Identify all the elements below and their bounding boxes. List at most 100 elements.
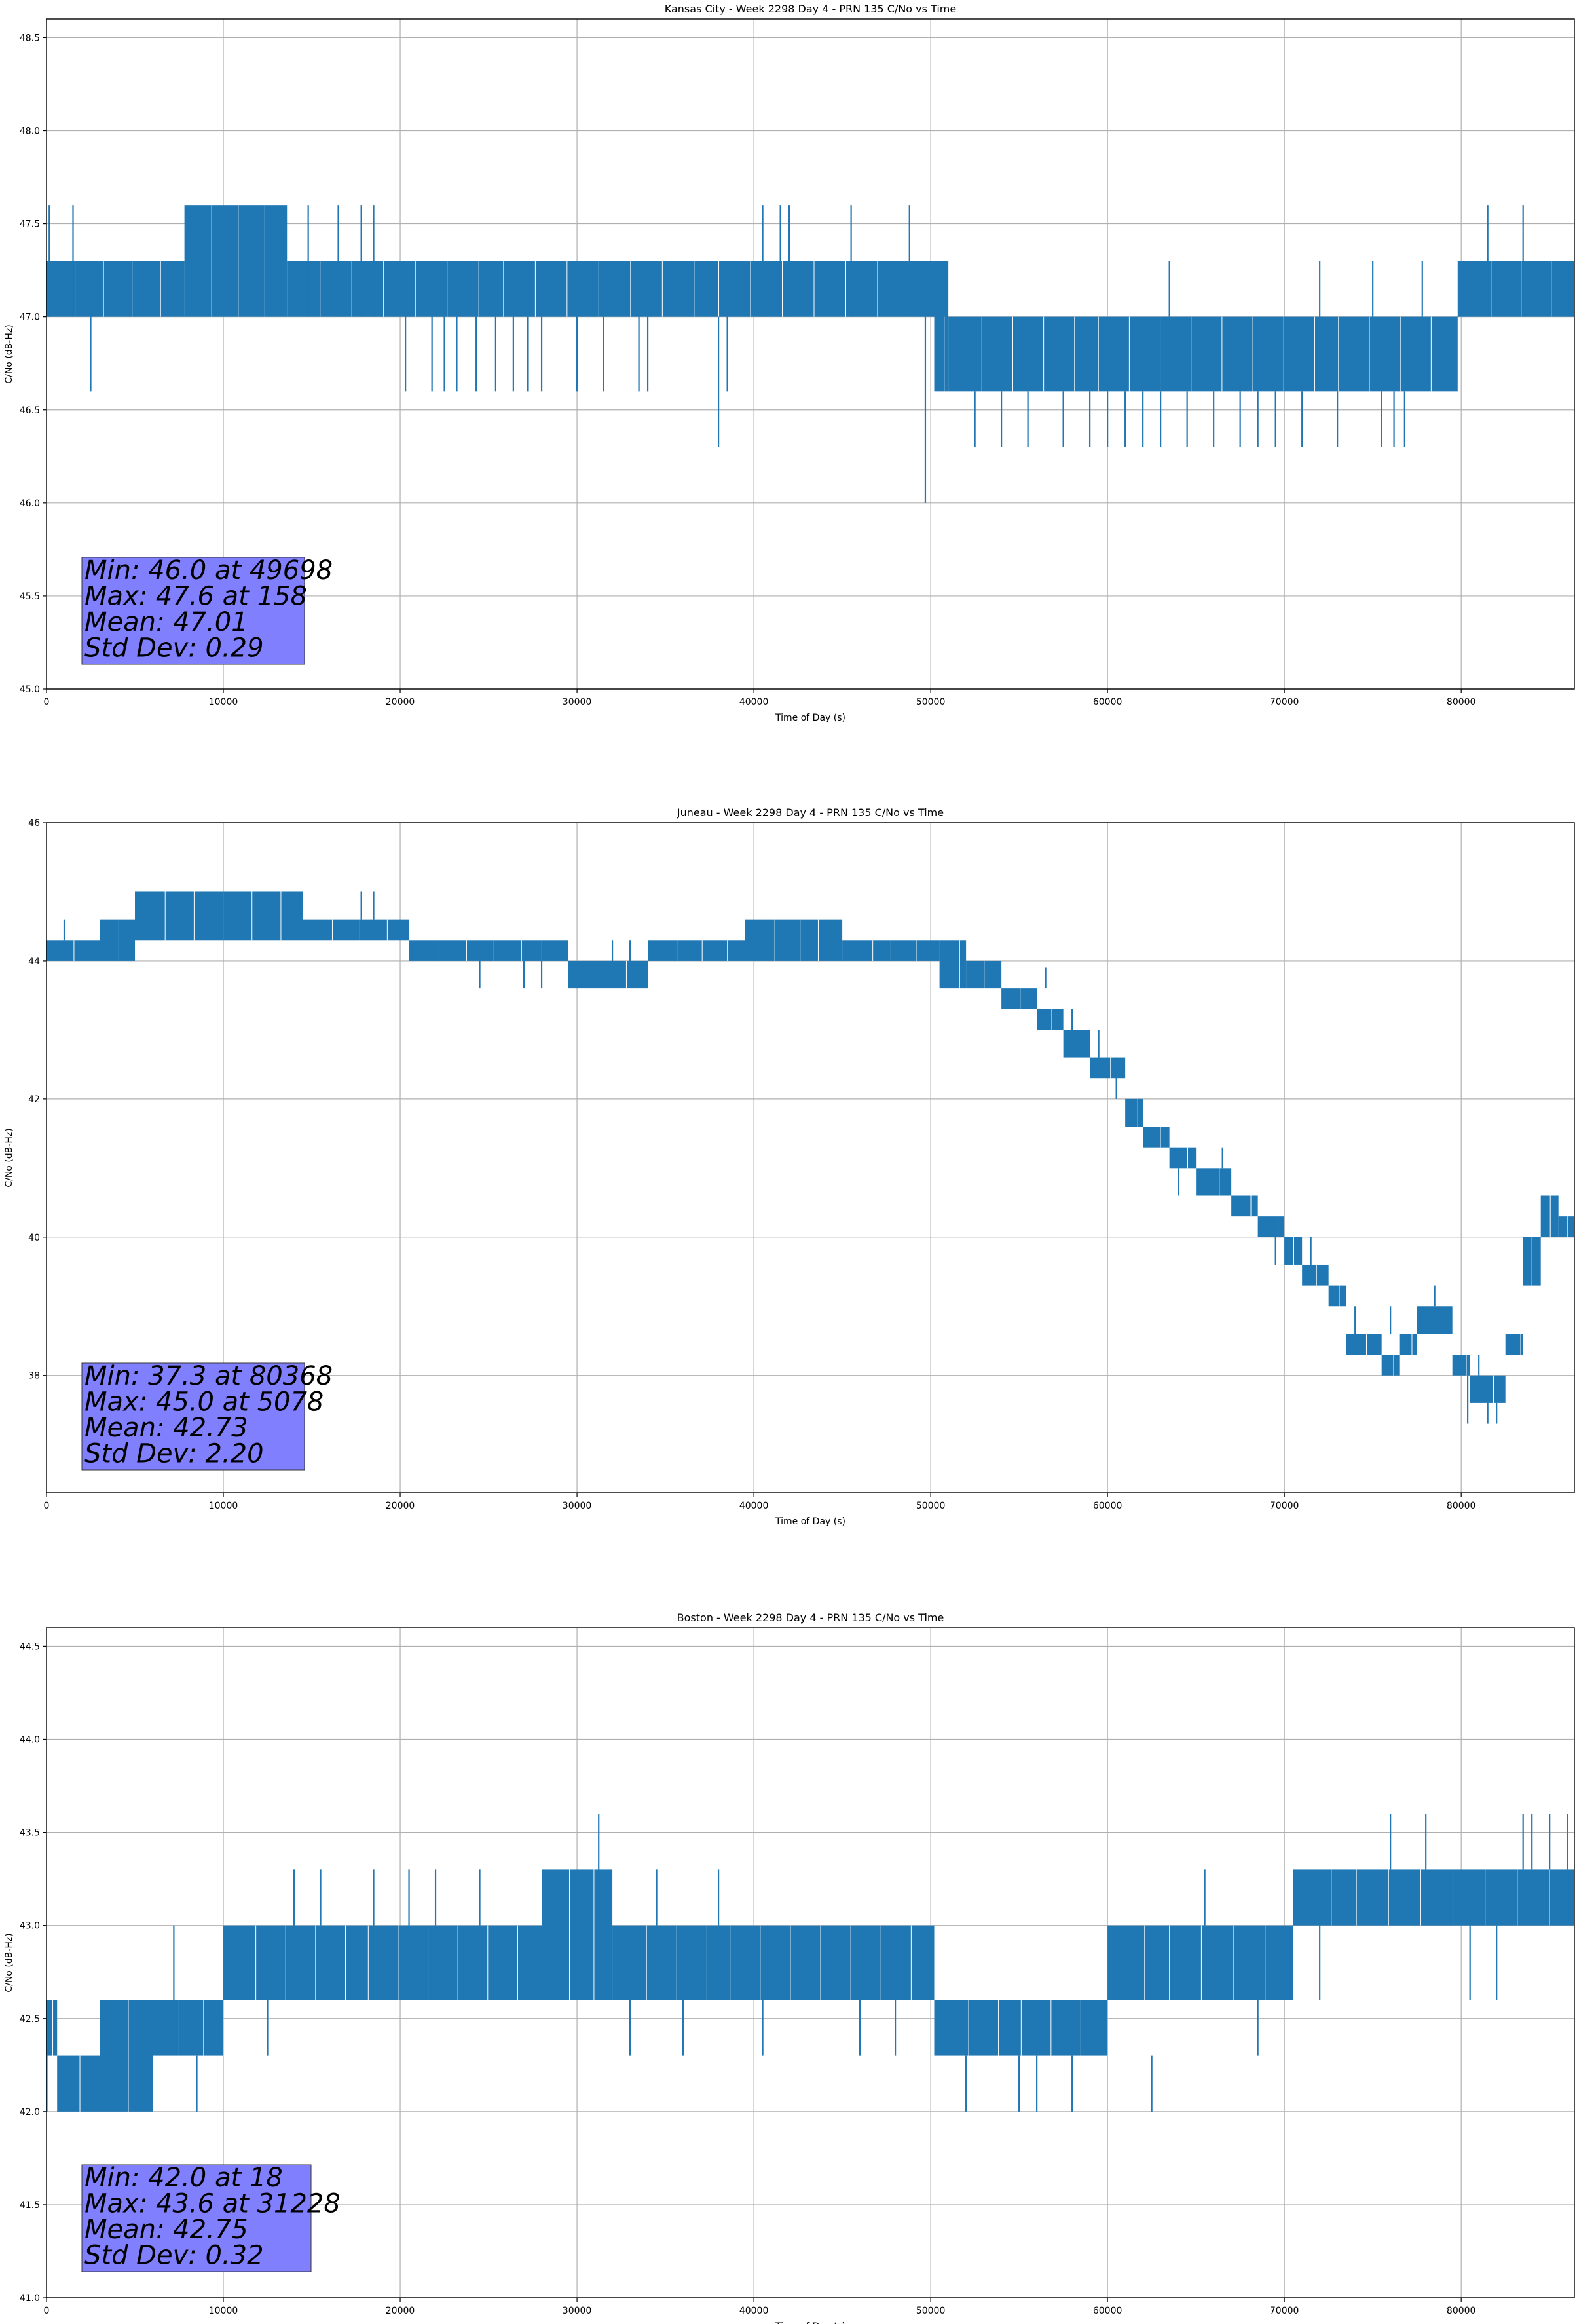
data-band [1143,1127,1170,1148]
data-band [1540,1195,1559,1237]
x-tick-label: 20000 [386,1501,415,1511]
y-tick-label: 45.0 [20,684,40,695]
y-tick-label: 47.5 [20,219,40,230]
x-tick-label: 70000 [1270,1501,1299,1511]
data-band [1169,1147,1197,1169]
chart-title: Kansas City - Week 2298 Day 4 - PRN 135 … [665,3,956,15]
subplot-1: Juneau - Week 2298 Day 4 - PRN 135 C/No … [4,806,1575,1527]
data-band [46,261,185,317]
x-axis-label: Time of Day (s) [775,713,845,723]
data-band [1107,1925,1293,2000]
data-band [135,891,303,941]
y-tick-label: 44 [28,956,40,967]
data-band [966,960,1002,989]
stats-line: Max: 43.6 at 31228 [84,2189,341,2219]
x-tick-label: 40000 [739,697,769,707]
data-band [223,1925,542,2000]
chart-title: Boston - Week 2298 Day 4 - PRN 135 C/No … [677,1611,944,1624]
stats-line: Std Dev: 0.29 [84,633,264,664]
data-band [1001,988,1037,1009]
x-tick-label: 50000 [916,1501,946,1511]
x-tick-label: 60000 [1093,2306,1122,2316]
data-band [1452,1355,1470,1376]
y-tick-label: 46.0 [20,498,40,509]
data-band [1257,1216,1285,1237]
data-band [100,2000,153,2112]
data-band [939,940,967,989]
x-tick-label: 10000 [209,697,238,707]
x-axis-label: Time of Day (s) [775,2321,845,2324]
data-series [46,891,1574,1424]
y-tick-label: 48.5 [20,33,40,43]
y-tick-label: 42.5 [20,2014,40,2025]
stats-line: Max: 47.6 at 158 [84,582,307,612]
data-band [1457,261,1574,317]
axes-frame [46,822,1575,1493]
data-band [409,940,568,961]
x-tick-label: 80000 [1447,1501,1476,1511]
y-tick-label: 43.0 [20,1921,40,1932]
y-tick-label: 42 [28,1095,40,1105]
y-tick-label: 41.5 [20,2200,40,2211]
y-tick-label: 44.5 [20,1641,40,1652]
x-tick-label: 60000 [1093,697,1122,707]
data-band [1346,1334,1382,1355]
stats-box [81,557,305,665]
x-tick-label: 80000 [1447,697,1476,707]
data-band [184,205,288,317]
data-band [1381,1355,1400,1376]
x-tick-label: 0 [44,1501,50,1511]
x-tick-label: 10000 [209,1501,238,1511]
y-tick-label: 38 [28,1371,40,1381]
stats-line: Min: 42.0 at 18 [84,2163,283,2193]
x-tick-label: 70000 [1270,697,1299,707]
data-band [1417,1306,1453,1334]
y-tick-label: 44.0 [20,1735,40,1746]
data-band [1293,1869,1574,1926]
axes-frame [46,1627,1575,2298]
x-tick-label: 40000 [739,2306,769,2316]
x-tick-label: 50000 [916,697,946,707]
data-band [1399,1334,1417,1355]
data-band [1090,1057,1126,1079]
stats-line: Mean: 47.01 [84,607,248,637]
data-band [57,2055,100,2112]
x-tick-label: 20000 [386,2306,415,2316]
data-band [1125,1098,1143,1127]
x-tick-label: 30000 [563,1501,592,1511]
x-tick-label: 60000 [1093,1501,1122,1511]
data-band [1063,1030,1090,1058]
x-tick-label: 40000 [739,1501,769,1511]
data-band [648,940,745,961]
axes-frame [46,18,1575,690]
data-band [1470,1375,1506,1403]
x-tick-label: 70000 [1270,2306,1299,2316]
data-band [287,261,935,317]
stats-line: Min: 37.3 at 80368 [84,1361,333,1391]
subplot-2: Boston - Week 2298 Day 4 - PRN 135 C/No … [4,1611,1575,2324]
data-series [46,1814,1574,2112]
chart-title: Juneau - Week 2298 Day 4 - PRN 135 C/No … [677,806,944,819]
y-tick-label: 42.0 [20,2107,40,2118]
stats-line: Min: 46.0 at 49698 [84,555,333,586]
y-tick-label: 45.5 [20,591,40,602]
x-tick-label: 80000 [1447,2306,1476,2316]
stats-line: Std Dev: 0.32 [84,2241,264,2271]
y-axis-label: C/No (dB-Hz) [4,1933,14,1992]
data-band [153,2000,224,2056]
data-series [46,205,1574,503]
x-tick-label: 30000 [563,2306,592,2316]
data-band [1558,1216,1574,1237]
data-band [46,2000,58,2056]
stats-line: Std Dev: 2.20 [84,1439,264,1469]
data-band [46,940,100,961]
y-tick-label: 40 [28,1233,40,1243]
data-band [948,316,1458,392]
data-band [1328,1285,1346,1307]
x-tick-label: 50000 [916,2306,946,2316]
y-tick-label: 46.5 [20,405,40,416]
data-band [100,919,136,961]
data-band [1284,1237,1303,1265]
data-band [568,960,648,989]
